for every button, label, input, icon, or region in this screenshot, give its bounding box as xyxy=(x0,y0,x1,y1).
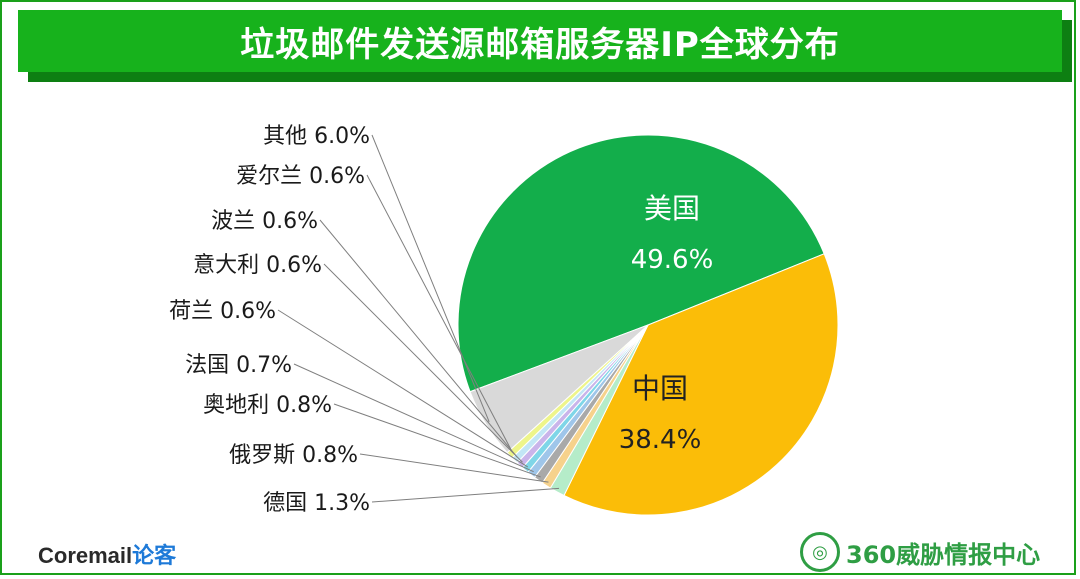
leader-line-爱尔兰 xyxy=(366,174,513,453)
title-bar: 垃圾邮件发送源邮箱服务器IP全球分布 xyxy=(18,10,1062,72)
leader-line-波兰 xyxy=(319,219,518,458)
threat-center-logo: ◎ 360威胁情报中心 xyxy=(800,532,1040,572)
coremail-accent: 论客 xyxy=(132,543,177,568)
slice-percent-中国: 38.4% xyxy=(619,425,702,455)
threat-center-brand: 360威胁情报中心 xyxy=(846,540,1041,569)
globe-emblem-icon: ◎ xyxy=(800,532,840,572)
coremail-brand: Coremail xyxy=(38,543,133,568)
slice-label-其他: 其他 6.0% xyxy=(263,124,370,149)
slice-label-波兰: 波兰 0.6% xyxy=(211,209,318,234)
leader-line-奥地利 xyxy=(333,403,541,478)
chart-title: 垃圾邮件发送源邮箱服务器IP全球分布 xyxy=(240,24,840,65)
slice-label-俄罗斯: 俄罗斯 0.8% xyxy=(229,443,358,468)
leader-line-德国 xyxy=(371,487,560,503)
slice-label-中国: 中国 xyxy=(632,372,688,405)
pie-slice-中国 xyxy=(563,253,839,516)
coremail-logo: Coremail论客 xyxy=(38,538,176,570)
slice-label-奥地利: 奥地利 0.8% xyxy=(203,393,332,418)
slice-percent-美国: 49.6% xyxy=(631,245,714,275)
leader-line-荷兰 xyxy=(277,309,529,468)
slice-label-荷兰: 荷兰 0.6% xyxy=(169,299,276,324)
slice-label-意大利: 意大利 0.6% xyxy=(193,253,322,278)
leader-line-法国 xyxy=(293,363,534,473)
leader-line-其他 xyxy=(371,134,490,422)
slice-label-德国: 德国 1.3% xyxy=(263,491,370,516)
pie-slice-其他 xyxy=(469,324,649,454)
leader-line-俄罗斯 xyxy=(359,453,549,483)
leader-line-意大利 xyxy=(323,263,523,463)
slice-label-美国: 美国 xyxy=(644,192,700,225)
slice-label-爱尔兰: 爱尔兰 0.6% xyxy=(236,164,365,189)
slice-label-法国: 法国 0.7% xyxy=(185,353,292,378)
pie-slice-美国 xyxy=(457,134,825,393)
